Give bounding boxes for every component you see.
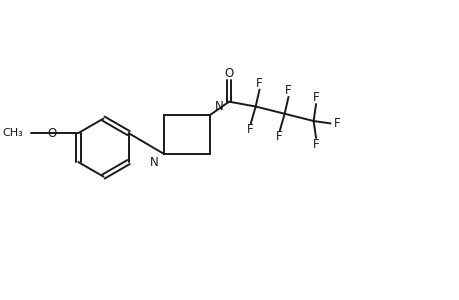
- Text: F: F: [275, 130, 281, 143]
- Text: F: F: [256, 77, 262, 90]
- Text: F: F: [285, 84, 291, 97]
- Text: N: N: [214, 100, 223, 113]
- Text: O: O: [224, 67, 233, 80]
- Text: N: N: [150, 156, 159, 169]
- Text: CH₃: CH₃: [2, 128, 22, 138]
- Text: F: F: [312, 138, 319, 151]
- Text: F: F: [333, 117, 339, 130]
- Text: F: F: [246, 123, 252, 136]
- Text: F: F: [312, 91, 319, 104]
- Text: O: O: [47, 127, 56, 140]
